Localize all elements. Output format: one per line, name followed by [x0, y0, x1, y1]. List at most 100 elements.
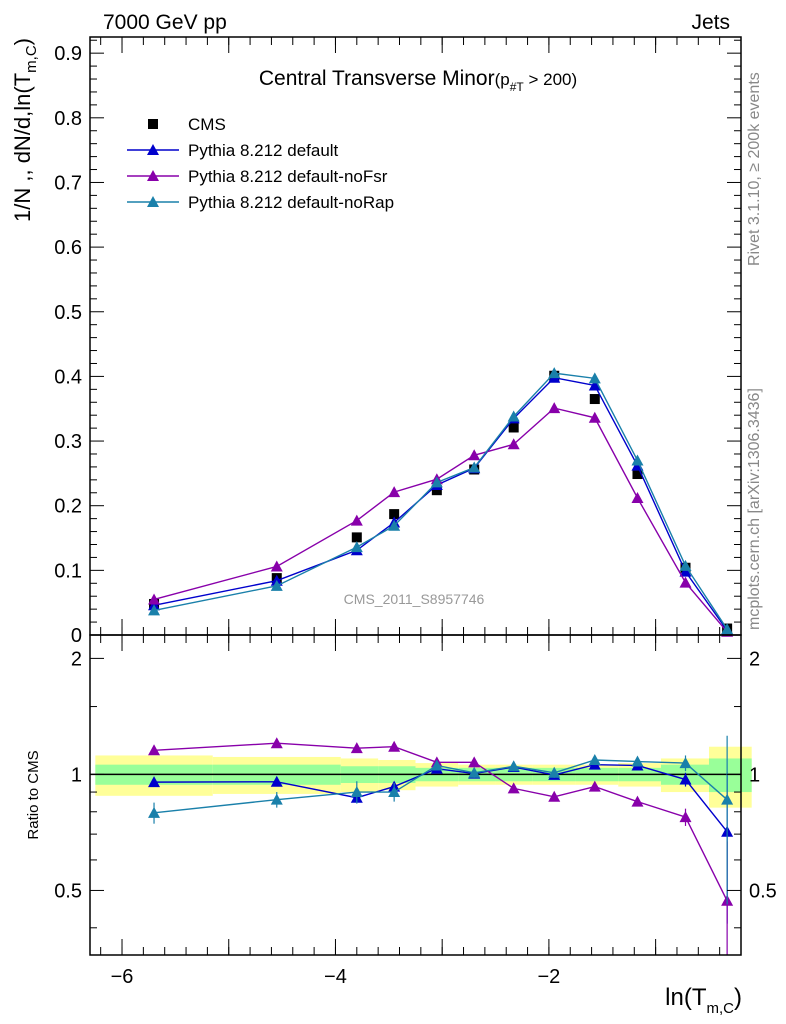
chart-title-sub-index: #T	[510, 80, 525, 94]
ratio-tick-label-1: 1	[71, 764, 82, 786]
x-axis-label: ln(Tm,C)	[665, 984, 742, 1017]
rivet-version-label: Rivet 3.1.10, ≥ 200k events	[746, 72, 763, 266]
series-3-ratio-point-1	[270, 793, 283, 805]
series-3	[148, 367, 734, 905]
y-tick-label-5: 0.5	[54, 302, 82, 324]
series-0-point-9	[632, 469, 643, 480]
axes-frame	[89, 36, 742, 956]
series-2-point-8	[588, 411, 601, 423]
series-2-ratio-point-0	[148, 744, 161, 756]
chart-title-main: Central Transverse Minor	[259, 67, 495, 90]
y-tick-label-7: 0.7	[54, 172, 82, 194]
series-1	[148, 371, 734, 924]
series-2-ratio-point-9	[631, 795, 644, 807]
x-tick-label-1: −4	[324, 966, 347, 988]
series-2-point-5	[468, 449, 481, 461]
series-2-point-9	[631, 491, 644, 503]
legend-entry-1: Pythia 8.212 default	[127, 141, 339, 160]
data-series	[148, 367, 734, 955]
series-3-point-6	[507, 410, 520, 422]
y-axis-label-main: 1/N ,, dN/d,ln(T	[10, 73, 35, 222]
chart-title: Central Transverse Minor(p#T > 200)	[259, 67, 577, 94]
ratio-tick-label-2: 2	[71, 648, 82, 670]
series-2-point-3	[388, 486, 401, 498]
chart-title-sub-open: (p	[495, 70, 510, 89]
series-0-point-6	[508, 422, 519, 433]
legend-label-0: CMS	[188, 115, 226, 134]
series-1-line	[153, 376, 728, 631]
series-3-ratio-point-9	[631, 755, 644, 767]
series-1-ratio-line	[154, 763, 728, 833]
series-3-point-11	[721, 623, 734, 635]
header-left: 7000 GeV pp	[103, 11, 227, 34]
y-axis-label-close: )	[10, 38, 35, 45]
series-1-point-10	[679, 565, 692, 577]
series-3-ratio-point-2	[350, 786, 363, 798]
series-1-ratio-point-1	[270, 775, 283, 787]
legend-entry-2: Pythia 8.212 default-noFsr	[127, 167, 388, 186]
series-3-ratio-point-3	[388, 786, 401, 798]
x-axis-label-main: ln(T	[665, 984, 707, 1011]
ratio-tick-label-right-0: 0.5	[749, 880, 777, 902]
series-3-ratio-point-7	[548, 766, 561, 778]
legend-label-3: Pythia 8.212 default-noRap	[188, 193, 394, 212]
series-3-point-8	[588, 372, 601, 384]
series-1-ratio-point-0	[148, 776, 161, 788]
series-3-point-4	[430, 476, 443, 488]
series-3-point-7	[548, 367, 561, 379]
series-3-point-9	[631, 454, 644, 466]
y-tick-label-2: 0.2	[54, 496, 82, 518]
series-2-ratio-point-10	[679, 811, 692, 823]
series-3-ratio-point-5	[468, 766, 481, 778]
y-axis-label-sub: m,C	[23, 45, 40, 73]
series-2-ratio-point-8	[588, 780, 601, 792]
legend-marker-3	[147, 196, 159, 207]
header-right: Jets	[691, 11, 730, 34]
ratio-uncertainty-bands	[95, 746, 752, 808]
series-2-ratio-point-1	[270, 737, 283, 749]
series-2-point-1	[270, 560, 283, 572]
x-tick-label-0: −6	[111, 966, 134, 988]
x-axis-label-close: )	[734, 984, 742, 1011]
x-axis-label-sub: m,C	[707, 1000, 735, 1017]
series-2-point-7	[548, 402, 561, 414]
series-2-point-10	[679, 576, 692, 588]
series-2-ratio-line	[153, 742, 728, 902]
legend-marker-0	[148, 119, 158, 129]
band-inner-11	[708, 758, 752, 793]
y-tick-label-6: 0.6	[54, 237, 82, 259]
legend-marker-1	[147, 144, 159, 155]
series-3-line	[153, 372, 728, 630]
ratio-tick-label-0: 0.5	[54, 880, 82, 902]
series-3-ratio-point-11	[721, 793, 734, 805]
x-tick-label-2: −2	[537, 966, 560, 988]
series-3-ratio-point-0	[148, 806, 161, 818]
series-2-ratio-point-2	[350, 742, 363, 754]
series-3-ratio-line	[153, 759, 728, 814]
axis-ticks: 0 0.1 0.2 0.3 0.4 0.5 0.6 0.7 0.8 0.9 −6 −4 −2 0.5 0.5…	[54, 37, 777, 988]
series-2-line	[153, 407, 728, 633]
series-3-point-1	[270, 579, 283, 591]
series-3-point-5	[468, 461, 481, 473]
ratio-tick-label-right-1: 1	[749, 764, 760, 786]
series-0-point-2	[351, 532, 362, 543]
legend-entry-0: CMS	[148, 115, 226, 134]
series-2-point-0	[148, 593, 161, 605]
series-2-point-2	[350, 514, 363, 526]
series-3-ratio-point-8	[588, 753, 601, 765]
series-1-ratio-point-10	[679, 773, 692, 785]
series-3-ratio-point-6	[507, 760, 520, 772]
analysis-watermark: CMS_2011_S8957746	[344, 591, 485, 607]
y-tick-label-4: 0.4	[54, 366, 82, 388]
y-tick-label-8: 0.8	[54, 108, 82, 130]
series-3-point-3	[388, 519, 401, 531]
series-3-point-0	[148, 604, 161, 616]
chart-title-sub-close: > 200)	[524, 70, 577, 89]
series-3-ratio-point-4	[430, 759, 443, 771]
y-axis-label: 1/N ,, dN/d,ln(Tm,C)	[10, 38, 40, 222]
series-3-point-10	[679, 559, 692, 571]
series-0-point-4	[431, 485, 442, 496]
legend-marker-2	[147, 170, 159, 181]
ratio-panel-frame	[89, 634, 742, 956]
